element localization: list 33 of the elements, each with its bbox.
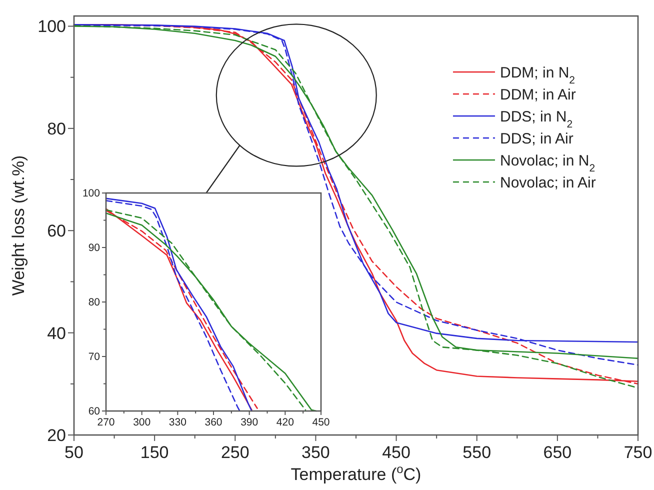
x-tick-label: 330: [168, 416, 187, 428]
x-tick-label: 420: [276, 416, 294, 428]
y-tick-label: 40: [47, 324, 66, 343]
legend-label: Novolac; in Air: [500, 174, 596, 192]
y-tick-label: 100: [82, 188, 100, 200]
y-tick-label: 80: [88, 296, 100, 309]
y-tick-label: 100: [38, 17, 66, 36]
y-tick-label: 60: [88, 406, 100, 418]
legend-label: DDS; in N$_{2}$: [500, 108, 573, 130]
legend-label: DDS; in Air: [500, 130, 574, 148]
x-tick-label: 390: [240, 416, 258, 428]
x-tick-label: 250: [220, 443, 250, 462]
x-tick-label: 750: [624, 443, 652, 462]
x-tick-label: 350: [302, 443, 330, 462]
y-tick-label: 60: [47, 222, 66, 241]
x-tick-label: 50: [64, 443, 84, 462]
x-tick-label: 300: [133, 416, 151, 428]
x-tick-label: 270: [97, 416, 115, 428]
y-tick-label: 20: [47, 426, 66, 445]
x-tick-label: 450: [382, 443, 410, 462]
x-tick-label: 650: [543, 443, 572, 462]
x-tick-label: 360: [204, 416, 222, 428]
y-tick-label: 70: [88, 351, 100, 364]
x-tick-label: 450: [312, 416, 330, 428]
legend-label: Novolac; in N$_{2}$: [500, 152, 596, 174]
y-tick-label: 80: [47, 119, 66, 138]
x-tick-label: 550: [462, 443, 492, 462]
y-axis-title: Weight loss (wt.%): [9, 155, 28, 296]
y-tick-label: 90: [88, 242, 100, 254]
x-axis-title: Temperature ($^{o}$C): [290, 462, 422, 484]
legend-label: DDM; in Air: [500, 86, 576, 104]
x-tick-label: 150: [140, 443, 169, 462]
legend-label: DDM; in N$_{2}$: [500, 64, 576, 86]
